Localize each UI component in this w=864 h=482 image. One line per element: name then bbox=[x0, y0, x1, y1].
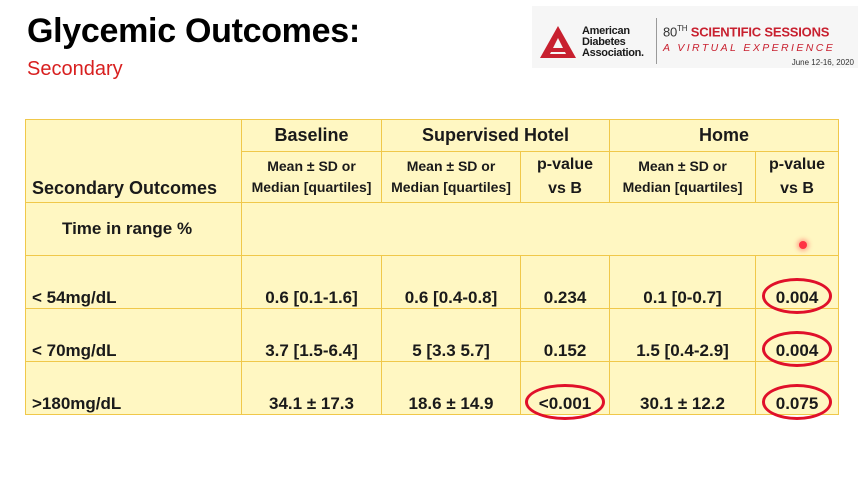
hotel-value: 5 [3.3 5.7] bbox=[381, 308, 521, 362]
home-pvalue: 0.004 bbox=[755, 255, 840, 314]
circled-pvalue: 0.004 bbox=[761, 331, 832, 367]
hotel-value: 0.6 [0.4-0.8] bbox=[381, 255, 521, 309]
home-pvalue: 0.075 bbox=[755, 361, 840, 420]
home-value: 0.1 [0-0.7] bbox=[609, 255, 757, 309]
home-pvalue: 0.004 bbox=[755, 308, 840, 367]
stat-label-hotel: Mean ± SD or Median [quartiles] bbox=[381, 151, 521, 203]
header-baseline: Baseline bbox=[241, 119, 382, 152]
home-value: 1.5 [0.4-2.9] bbox=[609, 308, 757, 362]
baseline-value: 3.7 [1.5-6.4] bbox=[241, 308, 382, 362]
ada-triangle-icon bbox=[540, 26, 576, 58]
hotel-pvalue: 0.234 bbox=[519, 255, 611, 309]
section-empty bbox=[240, 202, 840, 256]
outcomes-table: Secondary Outcomes Baseline Supervised H… bbox=[25, 119, 840, 420]
stat-label-home: Mean ± SD or Median [quartiles] bbox=[609, 151, 757, 203]
baseline-value: 0.6 [0.1-1.6] bbox=[241, 255, 382, 309]
hotel-pvalue: <0.001 bbox=[519, 361, 611, 420]
subheader-row: Mean ± SD or Median [quartiles] Mean ± SD… bbox=[26, 151, 840, 203]
table-row: >180mg/dL 34.1 ± 17.3 18.6 ± 14.9 <0.001… bbox=[25, 361, 840, 420]
row-label: < 70mg/dL bbox=[25, 308, 242, 362]
laser-pointer-dot bbox=[799, 241, 807, 249]
hotel-pvalue: 0.152 bbox=[519, 308, 611, 362]
slide-title: Glycemic Outcomes: bbox=[27, 12, 360, 50]
header-home: Home bbox=[609, 119, 840, 152]
row-label: >180mg/dL bbox=[25, 361, 242, 415]
circled-pvalue: 0.004 bbox=[761, 278, 832, 314]
logo-divider bbox=[656, 18, 657, 64]
virtual-tagline: A VIRTUAL EXPERIENCE bbox=[663, 42, 836, 54]
section-label: Time in range % bbox=[25, 202, 242, 256]
home-value: 30.1 ± 12.2 bbox=[609, 361, 757, 415]
table-row: < 54mg/dL 0.6 [0.1-1.6] 0.6 [0.4-0.8] 0.… bbox=[25, 255, 840, 314]
circled-pvalue: 0.075 bbox=[761, 384, 832, 420]
pvalue-label-hotel: p-value vs B bbox=[519, 151, 611, 203]
pvalue-label-home: p-value vs B bbox=[755, 151, 840, 203]
circled-pvalue: <0.001 bbox=[524, 384, 606, 420]
conference-logo: American Diabetes Association. 80TH SCIE… bbox=[532, 6, 858, 68]
sessions-title: 80TH SCIENTIFIC SESSIONS bbox=[663, 24, 830, 40]
session-dates: June 12-16, 2020 bbox=[791, 58, 854, 67]
group-header-row: Secondary Outcomes Baseline Supervised H… bbox=[25, 119, 840, 203]
baseline-value: 34.1 ± 17.3 bbox=[241, 361, 382, 415]
stat-label-baseline: Mean ± SD or Median [quartiles] bbox=[241, 151, 382, 203]
hotel-value: 18.6 ± 14.9 bbox=[381, 361, 521, 415]
slide-subtitle: Secondary bbox=[27, 58, 123, 80]
header-hotel: Supervised Hotel bbox=[380, 119, 611, 152]
ada-wordmark: American Diabetes Association. bbox=[582, 25, 644, 59]
table-row: < 70mg/dL 3.7 [1.5-6.4] 5 [3.3 5.7] 0.15… bbox=[25, 308, 840, 367]
section-row: Time in range % bbox=[25, 202, 840, 256]
row-header: Secondary Outcomes bbox=[25, 119, 242, 203]
row-label: < 54mg/dL bbox=[25, 255, 242, 309]
